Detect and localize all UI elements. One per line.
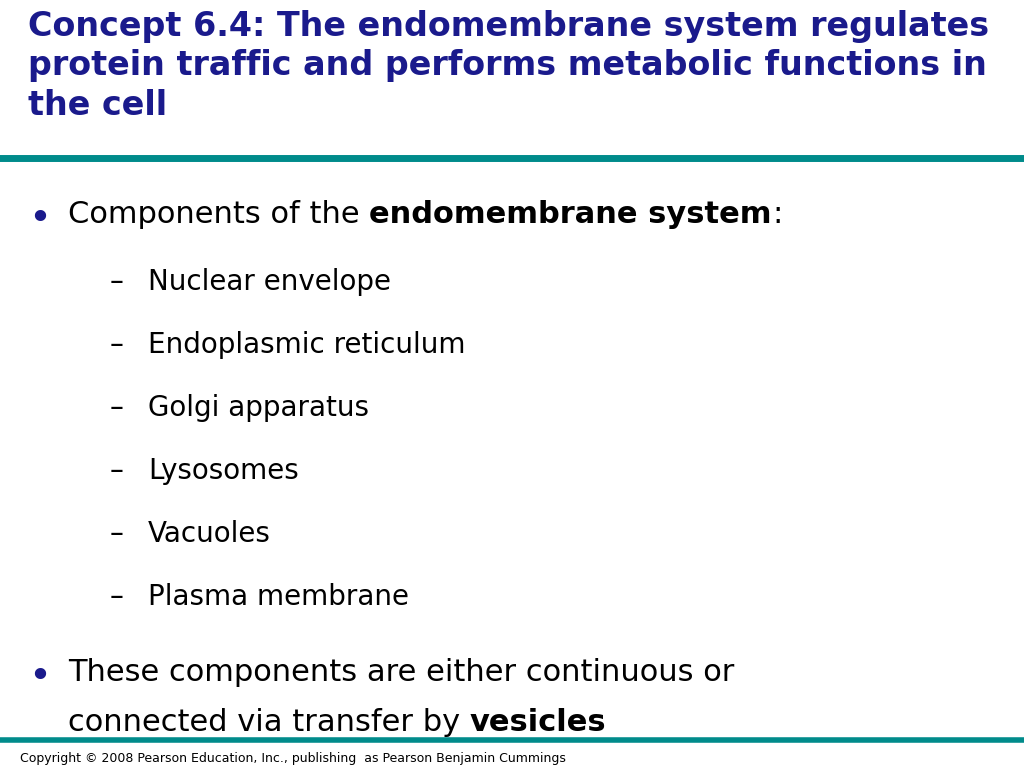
Text: –: – [110,457,124,485]
Text: Concept 6.4: The endomembrane system regulates
protein traffic and performs meta: Concept 6.4: The endomembrane system reg… [28,10,989,122]
Text: Lysosomes: Lysosomes [148,457,299,485]
Text: Copyright © 2008 Pearson Education, Inc., publishing  as Pearson Benjamin Cummin: Copyright © 2008 Pearson Education, Inc.… [20,752,566,765]
Text: –: – [110,331,124,359]
Text: –: – [110,394,124,422]
Text: –: – [110,520,124,548]
Text: •: • [28,200,51,238]
Text: endomembrane system: endomembrane system [370,200,772,229]
Text: –: – [110,268,124,296]
Text: Golgi apparatus: Golgi apparatus [148,394,369,422]
Text: –: – [110,583,124,611]
Text: •: • [28,658,51,696]
Text: Components of the: Components of the [68,200,370,229]
Text: vesicles: vesicles [470,708,606,737]
Text: Vacuoles: Vacuoles [148,520,271,548]
Text: Nuclear envelope: Nuclear envelope [148,268,391,296]
Text: :: : [772,200,782,229]
Text: These components are either continuous or: These components are either continuous o… [68,658,734,687]
Text: Endoplasmic reticulum: Endoplasmic reticulum [148,331,466,359]
Text: Plasma membrane: Plasma membrane [148,583,409,611]
Text: connected via transfer by: connected via transfer by [68,708,470,737]
